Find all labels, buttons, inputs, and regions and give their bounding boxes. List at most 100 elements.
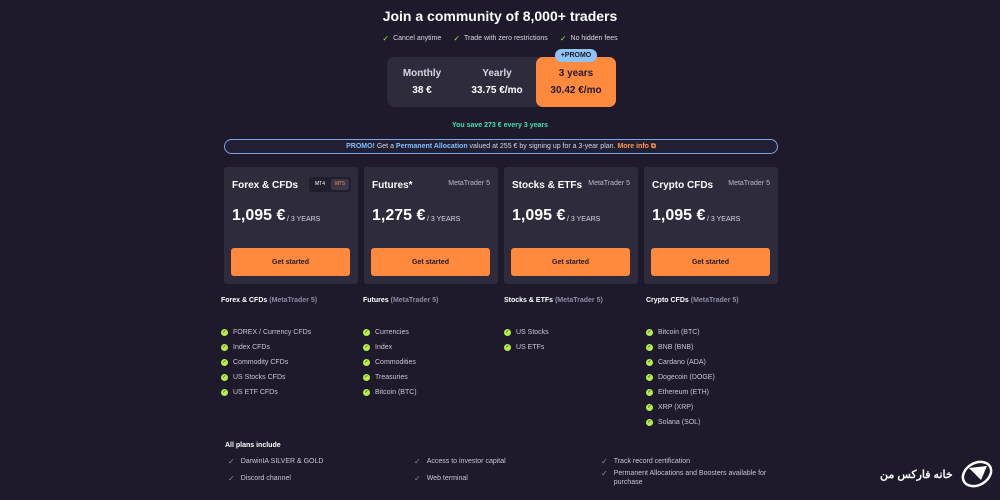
- period-price: 30.42 €/mo: [550, 85, 602, 96]
- check-circle-icon: ✓: [504, 344, 511, 351]
- benefit-item: ✓ No hidden fees: [559, 34, 618, 43]
- promo-badge: +PROMO: [555, 49, 597, 62]
- card-period: / 3 YEARS: [287, 216, 321, 223]
- external-link-icon[interactable]: ⧉: [648, 143, 656, 150]
- get-started-button[interactable]: Get started: [511, 248, 630, 276]
- feature-item: ✓ Solana (SOL): [646, 419, 701, 426]
- promo-highlight: Permanent Allocation: [395, 143, 468, 150]
- card-title: Crypto CFDs: [652, 180, 714, 191]
- card-price: 1,095 €: [652, 207, 706, 224]
- feature-item: ✓ US Stocks CFDs: [221, 374, 286, 381]
- card-price: 1,095 €: [512, 207, 566, 224]
- period-label: Yearly: [482, 68, 512, 79]
- plan-card-stocks: Stocks & ETFs MetaTrader 5 1,095 € / 3 Y…: [504, 167, 638, 284]
- feature-item: ✓ Currencies: [363, 329, 409, 336]
- feature-item: ✓ US ETFs: [504, 344, 545, 351]
- period-option-yearly[interactable]: Yearly 33.75 €/mo: [457, 57, 537, 107]
- features-heading: Crypto CFDs (MetaTrader 5): [646, 297, 739, 304]
- check-circle-icon: ✓: [363, 344, 370, 351]
- included-item: ✓ Access to investor capital: [414, 457, 506, 466]
- check-circle-icon: ✓: [363, 374, 370, 381]
- feature-item: ✓ FOREX / Currency CFDs: [221, 329, 312, 336]
- check-circle-icon: ✓: [221, 374, 228, 381]
- period-option-monthly[interactable]: Monthly 38 €: [387, 57, 457, 107]
- features-heading: Futures (MetaTrader 5): [363, 297, 439, 304]
- toggle-mt4[interactable]: MT4: [315, 181, 325, 187]
- period-price: 38 €: [412, 85, 432, 96]
- check-circle-icon: ✓: [221, 329, 228, 336]
- feature-item: ✓ Commodity CFDs: [221, 359, 289, 366]
- card-title: Futures*: [372, 180, 413, 191]
- check-circle-icon: ✓: [221, 359, 228, 366]
- benefit-item: ✓ Trade with zero restrictions: [453, 34, 548, 43]
- feature-item: ✓ Index: [363, 344, 393, 351]
- check-icon: ✓: [414, 457, 421, 466]
- check-circle-icon: ✓: [363, 329, 370, 336]
- watermark-logo: خانه فارکس من: [880, 452, 998, 496]
- feature-item: ✓ XRP (XRP): [646, 404, 694, 411]
- check-circle-icon: ✓: [221, 389, 228, 396]
- feature-item: ✓ Commodities: [363, 359, 416, 366]
- included-item: ✓ Permanent Allocations and Boosters avai…: [601, 469, 767, 486]
- promo-banner: PROMO! Get a Permanent Allocation valued…: [224, 139, 778, 154]
- included-item: ✓ Track record certification: [601, 457, 691, 466]
- check-icon: ✓: [559, 34, 567, 43]
- check-icon: ✓: [228, 457, 235, 466]
- card-period: / 3 YEARS: [567, 216, 601, 223]
- check-circle-icon: ✓: [363, 359, 370, 366]
- check-circle-icon: ✓: [363, 389, 370, 396]
- check-circle-icon: ✓: [646, 344, 653, 351]
- savings-text: You save 273 € every 3 years: [451, 122, 548, 129]
- check-icon: ✓: [228, 474, 235, 483]
- card-title: Forex & CFDs: [232, 180, 299, 191]
- card-platform: MetaTrader 5: [588, 180, 630, 187]
- page-title: Join a community of 8,000+ traders: [382, 8, 618, 24]
- feature-item: ✓ BNB (BNB): [646, 344, 694, 351]
- features-stocks: Stocks & ETFs (MetaTrader 5) ✓ US Stocks …: [504, 297, 644, 355]
- watermark-text: خانه فارکس من: [880, 468, 953, 481]
- card-period: / 3 YEARS: [707, 216, 741, 223]
- plan-card-forex: Forex & CFDs MT4 MT5 1,095 € / 3 YEARS G…: [224, 167, 358, 284]
- check-circle-icon: ✓: [504, 329, 511, 336]
- platform-toggle[interactable]: MT4 MT5: [309, 177, 351, 192]
- check-circle-icon: ✓: [646, 359, 653, 366]
- toggle-mt5[interactable]: MT5: [331, 179, 349, 190]
- card-platform: MetaTrader 5: [448, 180, 490, 187]
- get-started-button[interactable]: Get started: [651, 248, 770, 276]
- card-title: Stocks & ETFs: [512, 180, 583, 191]
- all-plans-title: All plans include: [225, 442, 281, 449]
- period-option-3-years[interactable]: 3 years 30.42 €/mo: [536, 57, 616, 107]
- feature-item: ✓ Bitcoin (BTC): [363, 389, 417, 396]
- feature-item: ✓ Ethereum (ETH): [646, 389, 709, 396]
- included-item: ✓ DarwinIA SILVER & GOLD: [228, 457, 324, 466]
- card-period: / 3 YEARS: [427, 216, 461, 223]
- check-icon: ✓: [414, 474, 421, 483]
- plan-card-futures: Futures* MetaTrader 5 1,275 € / 3 YEARS …: [364, 167, 498, 284]
- included-item: ✓ Discord channel: [228, 474, 291, 483]
- benefits-list: ✓ Cancel anytime ✓ Trade with zero restric…: [0, 34, 1000, 43]
- check-circle-icon: ✓: [646, 419, 653, 426]
- card-platform: MetaTrader 5: [728, 180, 770, 187]
- feature-item: ✓ US ETF CFDs: [221, 389, 278, 396]
- feature-item: ✓ Treasuries: [363, 374, 408, 381]
- check-circle-icon: ✓: [646, 389, 653, 396]
- get-started-button[interactable]: Get started: [371, 248, 490, 276]
- feature-item: ✓ Dogecoin (DOGE): [646, 374, 715, 381]
- check-icon: ✓: [382, 34, 390, 43]
- features-heading: Stocks & ETFs (MetaTrader 5): [504, 297, 603, 304]
- get-started-button[interactable]: Get started: [231, 248, 350, 276]
- period-label: Monthly: [402, 68, 442, 79]
- features-forex: Forex & CFDs (MetaTrader 5) ✓ FOREX / Cur…: [221, 297, 361, 400]
- check-circle-icon: ✓: [646, 329, 653, 336]
- feature-item: ✓ US Stocks: [504, 329, 549, 336]
- check-icon: ✓: [601, 469, 608, 478]
- period-label: 3 years: [558, 68, 594, 79]
- check-icon: ✓: [453, 34, 461, 43]
- more-info-link[interactable]: More info: [617, 143, 649, 150]
- included-item: ✓ Web terminal: [414, 474, 468, 483]
- features-futures: Futures (MetaTrader 5) ✓ Currencies ✓ Inde…: [363, 297, 503, 400]
- features-heading: Forex & CFDs (MetaTrader 5): [221, 297, 318, 304]
- logo-icon: [961, 460, 993, 488]
- billing-period-selector: Monthly 38 € Yearly 33.75 €/mo 3 years 3…: [387, 57, 616, 107]
- period-price: 33.75 €/mo: [471, 85, 523, 96]
